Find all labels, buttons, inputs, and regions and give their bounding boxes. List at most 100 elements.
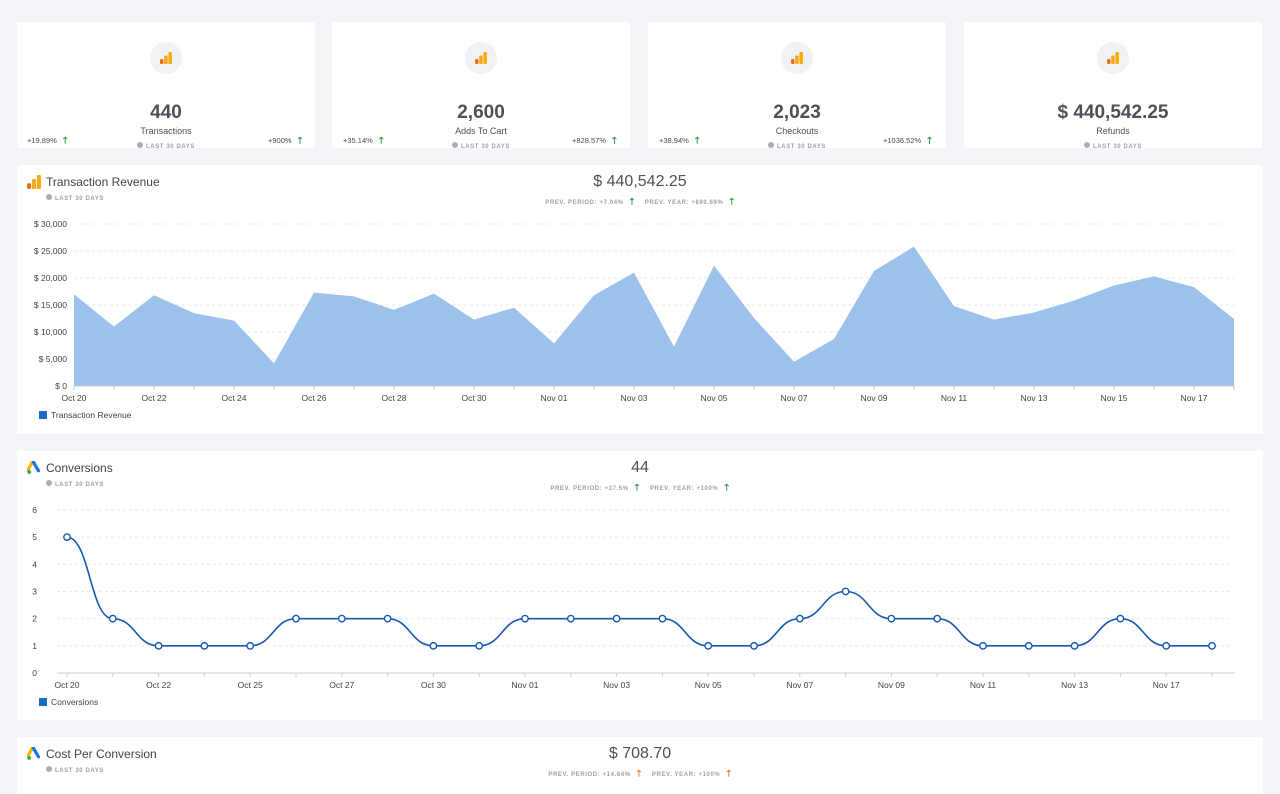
google-ads-icon (27, 461, 41, 474)
kpi-value: 2,023 (773, 102, 821, 123)
kpi-value: $ 440,542.25 (1057, 102, 1169, 123)
globe-icon (137, 142, 143, 148)
kpi-label: Adds To Cart (455, 126, 507, 136)
globe-icon (46, 766, 52, 772)
chart-legend[interactable]: Conversions (39, 697, 98, 707)
arrow-up-icon: 🡑 (297, 135, 303, 145)
data-point (108, 614, 117, 623)
globe-icon (452, 142, 458, 148)
kpi-label: Refunds (1096, 126, 1130, 136)
arrow-up-icon: 🡑 (927, 135, 932, 145)
panel-title: Transaction Revenue (46, 175, 160, 189)
panel-total: $ 440,542.25 (593, 173, 687, 190)
kpi-card-refunds[interactable]: $ 440,542.25 Refunds LAST 30 DAYS (964, 22, 1262, 150)
x-tick-label: Nov 13 (1061, 680, 1088, 690)
data-point (337, 614, 346, 623)
google-analytics-icon (1097, 42, 1129, 74)
data-point (429, 641, 438, 650)
legend-label: Conversions (51, 697, 99, 707)
panel-comparison: PREV. PERIOD: +37.5% 🡑 PREV. YEAR: +100% 🡑 (17, 480, 1263, 496)
panel-title: Conversions (46, 461, 113, 475)
data-point (246, 641, 255, 650)
y-tick-label: 2 (32, 614, 37, 624)
x-tick-label: Nov 15 (1101, 393, 1128, 403)
x-tick-label: Nov 13 (1021, 393, 1048, 403)
panel-total: $ 708.70 (608, 745, 672, 762)
x-tick-label: Nov 11 (970, 680, 997, 690)
y-tick-label: $ 10,000 (34, 327, 67, 337)
data-point (612, 614, 621, 623)
google-analytics-icon (465, 42, 497, 74)
data-point (292, 614, 300, 623)
arrow-up-icon: 🡑 (62, 135, 68, 145)
conversions-chart: 0 1 2 3 4 5 6 Oct 20 Oct 22 Oct 25 Oct 27 Oct 30 Nov… (32, 505, 1235, 690)
arrow-up-icon: 🡑 (636, 768, 642, 778)
data-point (933, 614, 942, 623)
x-tick-label: Nov 03 (603, 680, 630, 690)
x-tick-label: Oct 22 (146, 680, 171, 690)
y-tick-label: $ 5,000 (39, 354, 68, 364)
globe-icon (46, 480, 52, 486)
x-tick-label: Nov 09 (861, 393, 888, 403)
x-tick-label: Oct 20 (54, 680, 79, 690)
arrow-up-icon: 🡑 (724, 482, 730, 492)
data-point (1162, 641, 1171, 650)
kpi-card-adds-to-cart[interactable]: 2,600 Adds To Cart LAST 30 DAYS (332, 22, 630, 150)
kpi-label: Checkouts (775, 126, 819, 136)
data-point (475, 641, 484, 650)
kpi-card-checkouts[interactable]: 2,023 Checkouts LAST 30 DAYS (648, 22, 946, 150)
legend-label: Transaction Revenue (51, 410, 132, 420)
x-tick-label: Nov 01 (541, 393, 568, 403)
arrow-up-icon: 🡑 (634, 482, 640, 492)
prev-period: PREV. PERIOD: +14.64% (548, 772, 631, 778)
x-tick-label: Nov 17 (1153, 680, 1180, 690)
data-point (979, 641, 987, 650)
data-point (887, 614, 896, 623)
data-point (1116, 614, 1125, 623)
panel-period: LAST 30 DAYS (55, 482, 104, 488)
globe-icon (46, 194, 52, 200)
x-tick-label: Oct 22 (141, 393, 166, 403)
kpi-change-right: +900% 🡑 (268, 135, 303, 145)
x-tick-label: Nov 05 (695, 680, 722, 690)
data-point (200, 641, 209, 650)
prev-year: PREV. YEAR: +100% (651, 772, 721, 778)
data-point (1070, 641, 1079, 650)
data-point (704, 641, 713, 650)
transaction-revenue-chart: $ 0 $ 5,000 $ 10,000 $ 15,000 $ 20,000 $ 25,0… (34, 219, 1235, 403)
y-tick-label: $ 20,000 (34, 273, 67, 283)
kpi-label: Transactions (140, 126, 192, 136)
y-tick-label: $ 30,000 (34, 219, 67, 229)
kpi-change-left: +35.14% 🡑 (343, 135, 384, 145)
data-point (795, 614, 804, 623)
data-point (841, 587, 850, 596)
panel-comparison: PREV. PERIOD: +7.04% 🡑 PREV. YEAR: +890.69… (17, 194, 1263, 210)
google-analytics-icon (27, 175, 41, 189)
y-tick-label: 1 (32, 641, 37, 651)
kpi-period: LAST 30 DAYS (1093, 144, 1142, 150)
kpi-value: 440 (150, 102, 182, 123)
prev-period: PREV. PERIOD: +7.04% (545, 200, 624, 206)
kpi-change-right: +828.57% 🡑 (572, 135, 617, 145)
google-analytics-icon (781, 42, 813, 74)
y-tick-label: 5 (32, 532, 37, 542)
conversions-panel: Conversions LAST 30 DAYS 44 PREV. PERIOD… (17, 451, 1263, 720)
y-tick-label: 3 (32, 587, 37, 597)
revenue-area (74, 246, 1234, 386)
chart-legend[interactable]: Transaction Revenue (39, 410, 131, 420)
data-point (521, 614, 529, 623)
arrow-up-icon: 🡑 (612, 135, 617, 145)
kpi-period: LAST 30 DAYS (146, 144, 195, 150)
kpi-period: LAST 30 DAYS (777, 144, 826, 150)
kpi-card-transactions[interactable]: 440 Transactions LAST 30 DAYS (17, 22, 315, 150)
legend-swatch (39, 698, 47, 706)
x-tick-label: Oct 30 (421, 680, 446, 690)
arrow-up-icon: 🡑 (694, 135, 700, 145)
x-tick-label: Nov 07 (781, 393, 808, 403)
data-point (154, 641, 163, 650)
kpi-value: 2,600 (457, 102, 505, 123)
x-tick-label: Oct 25 (238, 680, 263, 690)
arrow-up-icon: 🡑 (629, 196, 635, 206)
y-tick-label: $ 0 (55, 381, 67, 391)
prev-year: PREV. YEAR: +100% (649, 486, 719, 492)
